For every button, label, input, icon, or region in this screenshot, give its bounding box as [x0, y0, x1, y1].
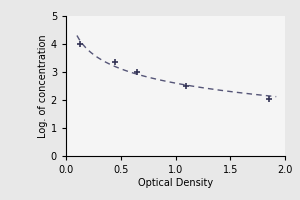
- Y-axis label: Log. of concentration: Log. of concentration: [38, 34, 48, 138]
- X-axis label: Optical Density: Optical Density: [138, 178, 213, 188]
